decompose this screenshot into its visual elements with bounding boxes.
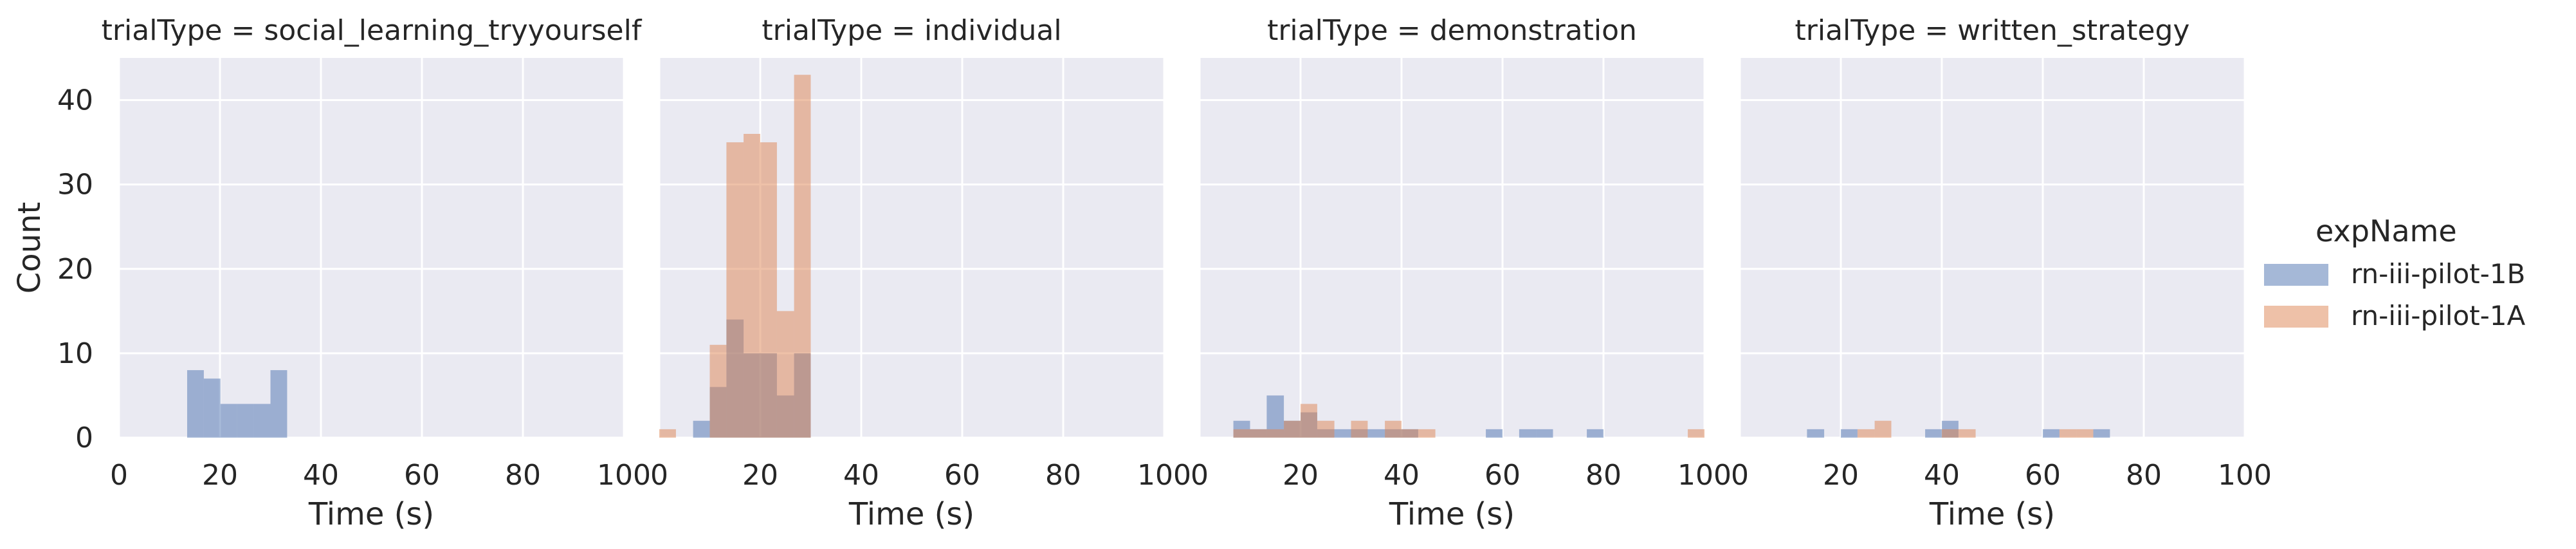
histogram-bar (237, 404, 254, 438)
histogram-bar (270, 370, 288, 438)
x-tick-label: 20 (1823, 459, 1859, 492)
legend-swatch (2264, 264, 2328, 286)
histogram-bar (1402, 429, 1418, 438)
histogram-bar (776, 311, 794, 438)
histogram-bar (2059, 429, 2077, 438)
x-tick-label: 60 (1484, 459, 1521, 492)
y-tick-label: 0 (75, 422, 93, 454)
histogram-bar (726, 142, 744, 438)
histogram-bar (1233, 429, 1250, 438)
y-tick-label: 40 (57, 84, 93, 117)
x-tick-label: 20 (742, 459, 778, 492)
histogram-bar (1284, 420, 1301, 438)
x-tick-label: 40 (303, 459, 339, 492)
histogram-bar (709, 344, 727, 438)
y-tick-label: 10 (57, 337, 93, 370)
x-tick-label: 60 (2025, 459, 2061, 492)
x-tick-label: 40 (1924, 459, 1960, 492)
x-tick-label: 40 (1384, 459, 1420, 492)
x-tick-label: 80 (2126, 459, 2162, 492)
histogram-bar (693, 420, 710, 438)
histogram-bar (2076, 429, 2094, 438)
histogram-bar (1334, 429, 1351, 438)
histogram-bar (1857, 429, 1875, 438)
histogram-bar (1418, 429, 1436, 438)
histogram-bar (1351, 420, 1368, 438)
panel-background (1740, 58, 2245, 438)
histogram-bar (1807, 429, 1825, 438)
histogram-bar (1250, 429, 1267, 438)
panel-title: trialType = social_learning_tryyourself (102, 14, 643, 47)
histogram-bar (2093, 429, 2110, 438)
x-tick-label: 80 (505, 459, 541, 492)
legend-label: rn-iii-pilot-1B (2351, 258, 2525, 290)
histogram-bar (1958, 429, 1976, 438)
x-tick-label: 0 (1191, 459, 1209, 492)
histogram-bar (1925, 429, 1942, 438)
x-tick-label: 100 (2218, 459, 2272, 492)
histogram-bar (2043, 429, 2060, 438)
x-axis-label: Time (s) (1929, 496, 2055, 532)
x-axis-label: Time (s) (308, 496, 434, 532)
histogram-bar (659, 429, 676, 438)
histogram-bar (220, 404, 237, 438)
x-tick-label: 100 (1137, 459, 1191, 492)
histogram-bar (1536, 429, 1553, 438)
x-tick-label: 20 (202, 459, 238, 492)
x-tick-label: 60 (944, 459, 980, 492)
panel-title: trialType = written_strategy (1795, 14, 2190, 47)
histogram-bar (1486, 429, 1503, 438)
histogram-bar (1367, 429, 1385, 438)
histogram-bar (1519, 429, 1537, 438)
histogram-bar (1841, 429, 1858, 438)
histogram-bar (794, 75, 811, 438)
histogram-bar (1266, 429, 1284, 438)
panel-background (1200, 58, 1704, 438)
histogram-bar (744, 134, 760, 438)
histogram-bar (187, 370, 204, 438)
histogram-bar (1385, 420, 1402, 438)
y-tick-label: 20 (57, 253, 93, 286)
panel-title: trialType = individual (762, 14, 1061, 47)
y-tick-label: 30 (57, 169, 93, 201)
x-tick-label: 20 (1283, 459, 1319, 492)
histogram-bar (760, 142, 777, 438)
legend-title: expName (2316, 214, 2457, 248)
x-tick-label: 0 (650, 459, 668, 492)
x-axis-label: Time (s) (1389, 496, 1515, 532)
x-tick-label: 80 (1045, 459, 1081, 492)
histogram-bar (1587, 429, 1603, 438)
histogram-bar (1301, 404, 1317, 438)
y-axis-label: Count (12, 202, 48, 294)
x-tick-label: 100 (597, 459, 651, 492)
panel-title: trialType = demonstration (1267, 14, 1637, 47)
x-tick-label: 80 (1585, 459, 1621, 492)
x-tick-label: 0 (110, 459, 128, 492)
histogram-bar (1874, 420, 1892, 438)
histogram-bar (1317, 420, 1335, 438)
x-tick-label: 40 (843, 459, 879, 492)
x-axis-label: Time (s) (848, 496, 974, 532)
histogram-bar (253, 404, 271, 438)
legend-swatch (2264, 306, 2328, 328)
legend-label: rn-iii-pilot-1A (2351, 300, 2526, 331)
histogram-bar (1942, 429, 1959, 438)
x-tick-label: 100 (1677, 459, 1731, 492)
histogram-bar (203, 378, 221, 438)
x-tick-label: 0 (1731, 459, 1749, 492)
histogram-bar (1688, 429, 1704, 438)
x-tick-label: 60 (404, 459, 440, 492)
